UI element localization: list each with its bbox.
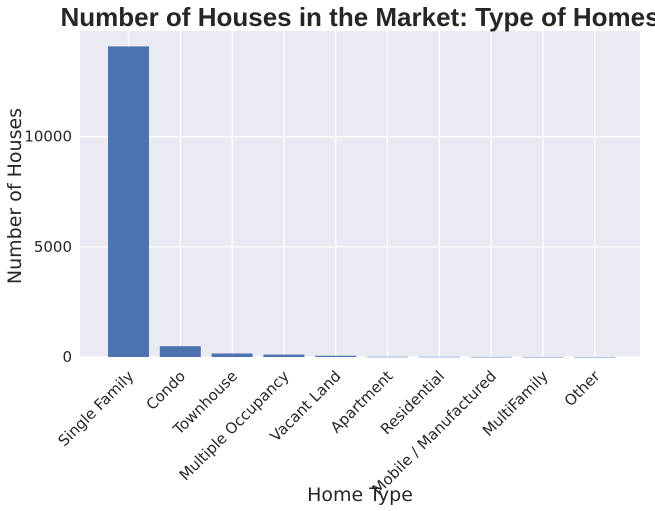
chart-title: Number of Houses in the Market: Type of … bbox=[60, 2, 655, 32]
plot-area bbox=[80, 31, 640, 357]
grid-lines bbox=[80, 31, 640, 358]
bar bbox=[108, 46, 149, 358]
bar bbox=[211, 353, 253, 357]
y-ticks: 0 5000 10000 bbox=[24, 128, 72, 366]
bar bbox=[159, 346, 201, 357]
bar bbox=[263, 354, 305, 357]
x-tick-label: Single Family bbox=[54, 367, 137, 450]
y-axis-label: Number of Houses bbox=[4, 108, 26, 284]
bars bbox=[108, 46, 616, 358]
bar bbox=[367, 356, 408, 358]
y-tick-label: 5000 bbox=[34, 238, 72, 256]
bar bbox=[522, 356, 564, 358]
y-tick-label: 10000 bbox=[24, 128, 72, 146]
bar bbox=[574, 356, 616, 358]
x-tick-label: Condo bbox=[143, 367, 190, 414]
bar bbox=[418, 356, 460, 358]
x-tick-label: Other bbox=[561, 367, 604, 410]
x-axis-label: Home Type bbox=[307, 484, 413, 506]
bar bbox=[315, 355, 357, 357]
bar bbox=[470, 356, 512, 358]
y-tick-label: 0 bbox=[62, 348, 72, 366]
